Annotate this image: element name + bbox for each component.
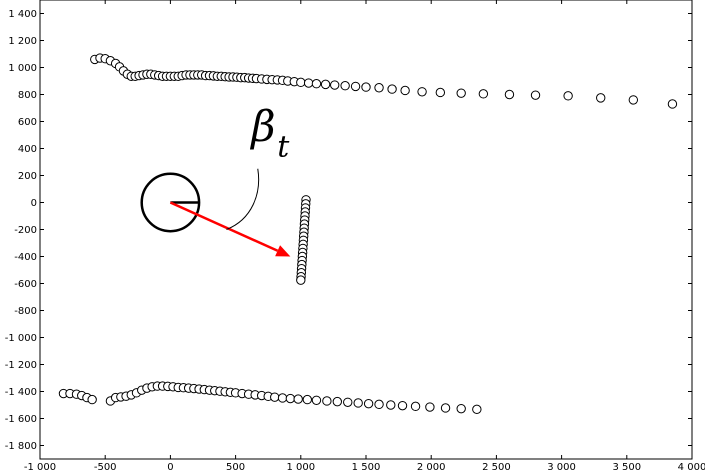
beta-subscript: t: [277, 129, 290, 164]
data-point: [303, 78, 314, 88]
y-tick-label: 1 000: [8, 63, 37, 74]
data-point: [87, 394, 97, 405]
data-point: [322, 396, 332, 406]
x-tick-label: 1 000: [286, 462, 315, 472]
data-point: [478, 89, 489, 99]
y-tick-label: -400: [14, 252, 37, 263]
x-tick-label: 3 000: [547, 462, 576, 472]
data-point: [667, 99, 678, 109]
x-tick-label: 0: [167, 462, 173, 472]
data-point: [435, 87, 446, 98]
x-tick-label: 2 500: [482, 462, 511, 472]
data-point: [456, 88, 466, 98]
data-point: [374, 399, 384, 410]
data-point: [397, 400, 408, 411]
data-point: [320, 79, 331, 90]
data-point: [293, 394, 303, 404]
x-tick-label: 500: [226, 462, 245, 472]
y-tick-label: -1 000: [5, 333, 37, 344]
data-point: [400, 85, 410, 96]
y-tick-label: -1 600: [5, 414, 37, 425]
data-point: [440, 403, 451, 413]
y-tick-label: -200: [14, 225, 37, 236]
data-point: [596, 93, 606, 103]
data-point: [343, 397, 353, 407]
y-tick-label: -1 200: [5, 360, 37, 371]
y-tick-label: 1 400: [8, 9, 37, 20]
data-point: [472, 404, 482, 415]
data-point: [530, 90, 541, 100]
data-point: [363, 398, 374, 409]
data-point: [353, 398, 363, 408]
x-tick-label: 2 000: [417, 462, 446, 472]
data-point: [350, 81, 361, 92]
data-point: [628, 95, 639, 105]
data-point: [456, 403, 466, 414]
data-point: [374, 83, 384, 93]
data-point: [332, 396, 343, 407]
y-tick-label: 600: [18, 117, 37, 128]
y-tick-label: -800: [14, 306, 37, 317]
data-point: [386, 400, 396, 410]
label-leader: [226, 168, 260, 230]
data-point: [296, 275, 306, 285]
y-tick-label: 800: [18, 90, 37, 101]
data-point: [296, 77, 306, 88]
arrow-head: [275, 245, 291, 257]
data-point: [277, 393, 288, 403]
y-tick-label: 0: [31, 198, 37, 209]
data-point: [302, 394, 313, 405]
data-point: [285, 393, 296, 404]
direction-arrow: [169, 201, 279, 252]
y-tick-label: 1 200: [8, 36, 37, 47]
x-tick-label: -500: [94, 462, 117, 472]
data-point: [410, 401, 421, 412]
data-point: [387, 84, 397, 94]
data-point: [270, 392, 280, 402]
y-tick-label: -600: [14, 279, 37, 290]
data-point: [504, 89, 515, 100]
beta-label: β: [249, 101, 275, 150]
data-points: [58, 53, 678, 415]
x-tick-label: 1 500: [352, 462, 381, 472]
x-tick-label: -1 000: [24, 462, 56, 472]
x-tick-label: 4 000: [678, 462, 705, 472]
data-point: [417, 87, 427, 97]
axis-ticks: -1 000 -500 0 500 1 000 1 500 2 000 2 500 3 000 3…: [5, 0, 705, 472]
data-point: [425, 402, 435, 412]
data-point: [361, 82, 371, 92]
data-point: [311, 395, 322, 405]
y-tick-label: 400: [18, 144, 37, 155]
data-point: [563, 91, 573, 101]
data-point: [311, 79, 322, 89]
y-tick-label: -1 400: [5, 387, 37, 398]
y-tick-label: -1 800: [5, 441, 37, 452]
x-tick-label: 3 500: [612, 462, 641, 472]
data-point: [330, 80, 340, 90]
data-point: [340, 81, 350, 91]
y-tick-label: 200: [18, 171, 37, 182]
